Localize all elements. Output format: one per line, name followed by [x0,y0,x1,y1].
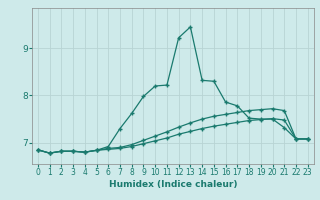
X-axis label: Humidex (Indice chaleur): Humidex (Indice chaleur) [108,180,237,189]
